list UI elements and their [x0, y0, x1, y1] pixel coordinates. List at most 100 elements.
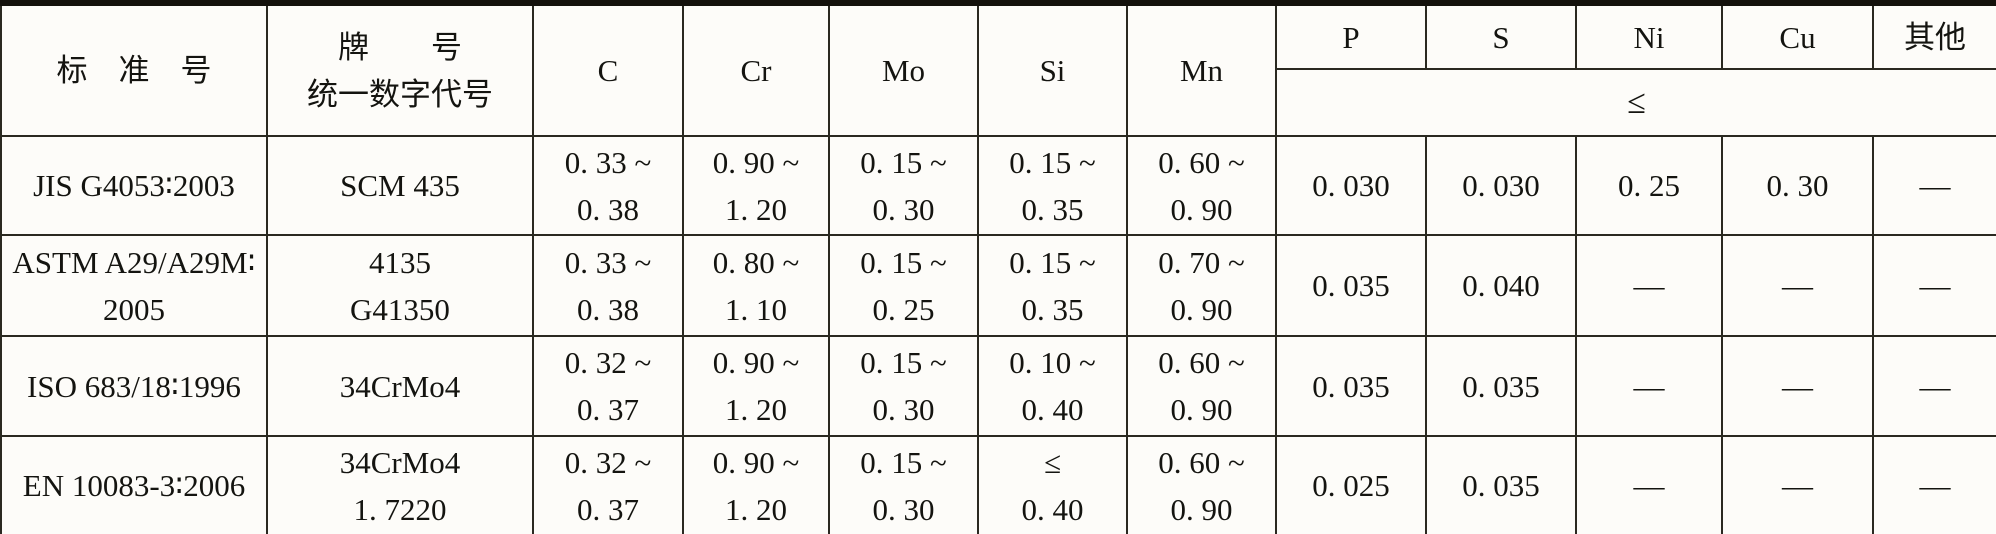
value-text: 0. 60 ~	[1158, 345, 1245, 380]
standard-col-header: 标 准 号	[0, 2, 268, 137]
value-text: 0. 035	[1312, 268, 1390, 303]
value-text: 0. 60 ~	[1158, 144, 1245, 180]
value-text: 0. 030	[1312, 168, 1390, 203]
grade-col-label-line1: 牌 号	[338, 29, 462, 65]
other-value-cell: —	[1872, 435, 1996, 534]
grade-text: 34CrMo4	[339, 444, 461, 480]
value-text: 0. 10 ~	[1009, 345, 1096, 380]
table-row-iso: ISO 683/18∶1996 34CrMo4 0. 32 ~ 0. 37 0.…	[0, 335, 1996, 437]
grade-text: 1. 7220	[353, 491, 447, 527]
value-text: 0. 90	[1170, 491, 1233, 527]
cr-value-cell: 0. 90 ~ 1. 20	[682, 135, 830, 236]
value-text: —	[1782, 468, 1813, 503]
table-row-astm: ASTM A29/A29M∶ 2005 4135 G41350 0. 33 ~ …	[0, 234, 1996, 337]
standard-cell: ASTM A29/A29M∶ 2005	[0, 234, 268, 337]
value-text: 0. 15 ~	[860, 144, 947, 180]
standard-text: JIS G4053∶2003	[33, 168, 235, 203]
element-col-header-c: C	[532, 2, 684, 137]
standard-text: ISO 683/18∶1996	[27, 368, 241, 404]
c-value-cell: 0. 32 ~ 0. 37	[532, 435, 684, 534]
value-text: —	[1919, 368, 1951, 404]
ni-value-cell: —	[1575, 335, 1723, 437]
standard-cell: JIS G4053∶2003	[0, 135, 268, 236]
si-value-cell: 0. 15 ~ 0. 35	[977, 234, 1128, 337]
c-value-cell: 0. 33 ~ 0. 38	[532, 135, 684, 236]
element-label-mn: Mn	[1179, 53, 1224, 88]
header-row-limit: ≤	[1, 68, 1996, 137]
element-label-mo: Mo	[881, 53, 926, 88]
si-value-cell: 0. 15 ~ 0. 35	[977, 135, 1128, 236]
value-text: 0. 33 ~	[564, 244, 652, 280]
mn-value-cell: 0. 70 ~ 0. 90	[1126, 234, 1277, 337]
value-text: 0. 37	[577, 491, 639, 527]
value-text: 0. 15 ~	[860, 244, 947, 280]
value-text: 0. 035	[1462, 368, 1540, 404]
value-text: 0. 035	[1312, 368, 1390, 404]
value-text: —	[1782, 368, 1813, 404]
ni-value-cell: —	[1575, 435, 1723, 534]
value-text: 0. 15 ~	[860, 345, 947, 380]
value-text: 0. 035	[1462, 468, 1540, 503]
value-text: 0. 30	[872, 191, 935, 227]
mo-value-cell: 0. 15 ~ 0. 30	[828, 435, 979, 534]
value-text: 0. 38	[577, 291, 639, 327]
table-row-jis: JIS G4053∶2003 SCM 435 0. 33 ~ 0. 38 0. …	[0, 135, 1996, 236]
grade-text: G41350	[350, 291, 450, 327]
mn-value-cell: 0. 60 ~ 0. 90	[1126, 335, 1277, 437]
value-text: —	[1919, 468, 1951, 503]
value-text: 0. 15 ~	[1009, 244, 1096, 280]
mo-value-cell: 0. 15 ~ 0. 30	[828, 335, 979, 437]
grade-text: 4135	[369, 244, 431, 280]
s-value-cell: 0. 035	[1425, 335, 1577, 437]
value-text: 0. 38	[577, 191, 639, 227]
value-text: —	[1633, 268, 1665, 303]
grade-col-label-line2: 统一数字代号	[307, 76, 493, 112]
value-text: 0. 80 ~	[712, 244, 800, 280]
value-text: 0. 90	[1170, 291, 1233, 327]
value-text: 0. 35	[1021, 191, 1084, 227]
value-text: 0. 15 ~	[1009, 144, 1096, 180]
cr-value-cell: 0. 80 ~ 1. 10	[682, 234, 830, 337]
ni-value-cell: 0. 25	[1575, 135, 1723, 236]
cu-value-cell: —	[1721, 234, 1874, 337]
si-value-cell: 0. 10 ~ 0. 40	[977, 335, 1128, 437]
less-than-or-equal-symbol: ≤	[1627, 84, 1646, 121]
value-text: —	[1782, 268, 1813, 303]
value-text: 0. 35	[1021, 291, 1084, 327]
standard-cell: EN 10083-3∶2006	[0, 435, 268, 534]
element-label-c: C	[597, 53, 619, 88]
s-value-cell: 0. 040	[1425, 234, 1577, 337]
other-value-cell: —	[1872, 135, 1996, 236]
value-text: ≤	[1043, 444, 1061, 480]
p-value-cell: 0. 030	[1275, 135, 1427, 236]
element-col-header-mo: Mo	[828, 2, 979, 137]
standard-cell: ISO 683/18∶1996	[0, 335, 268, 437]
value-text: 1. 10	[725, 291, 787, 327]
element-label-cr: Cr	[740, 53, 772, 88]
grade-cell: SCM 435	[266, 135, 534, 236]
value-text: 0. 30	[1766, 168, 1829, 203]
value-text: 0. 37	[577, 392, 639, 427]
value-text: 1. 20	[725, 392, 787, 427]
value-text: 0. 040	[1462, 268, 1540, 303]
cr-value-cell: 0. 90 ~ 1. 20	[682, 435, 830, 534]
value-text: 0. 60 ~	[1158, 444, 1245, 480]
value-text: 0. 90 ~	[712, 345, 800, 380]
element-label-si: Si	[1039, 53, 1066, 88]
limit-col-header-s: S	[1425, 2, 1577, 70]
standard-text: EN 10083-3∶2006	[22, 468, 246, 503]
value-text: 0. 25	[1618, 168, 1680, 203]
limit-col-header-cu: Cu	[1721, 2, 1874, 70]
standard-text: 2005	[103, 291, 165, 327]
value-text: 0. 15 ~	[860, 444, 947, 480]
limit-label-cu: Cu	[1779, 19, 1816, 55]
cu-value-cell: 0. 30	[1721, 135, 1874, 236]
value-text: —	[1633, 368, 1665, 404]
value-text: 0. 90	[1170, 191, 1233, 227]
cu-value-cell: —	[1721, 435, 1874, 534]
c-value-cell: 0. 33 ~ 0. 38	[532, 234, 684, 337]
mn-value-cell: 0. 60 ~ 0. 90	[1126, 435, 1277, 534]
value-text: 0. 32 ~	[564, 345, 652, 380]
s-value-cell: 0. 035	[1425, 435, 1577, 534]
